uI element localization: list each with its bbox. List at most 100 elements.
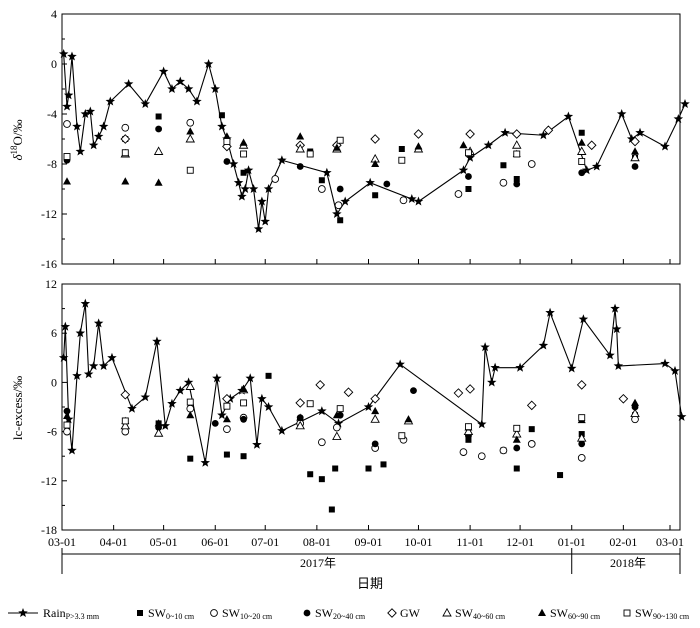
top-s3-point-9 [631, 163, 639, 170]
top-s0-point-3 [67, 51, 77, 61]
bottom-s5-point-1 [153, 428, 164, 437]
bottom-s4-point-10 [618, 393, 629, 404]
bottom-s5-point-10 [576, 433, 587, 442]
legend-label-0: RainP>3.3 mm [43, 606, 100, 621]
top-s0-point-15 [167, 84, 177, 94]
top-s0-point-35 [332, 209, 342, 219]
top-s0-point-27 [243, 165, 254, 175]
top-s2-point-9 [527, 160, 536, 168]
top-s0-point-39 [413, 196, 424, 206]
top-s6-point-4 [222, 132, 231, 140]
top-s7-point-8 [464, 149, 472, 157]
top-s0-point-0 [58, 49, 69, 59]
bottom-s5-point-0 [120, 420, 131, 430]
bottom-s0-point-17 [175, 385, 186, 395]
top-s6-point-3 [186, 127, 195, 135]
top-s0-point-23 [228, 159, 239, 169]
legend-label-5: SW40~60 cm [455, 606, 506, 621]
legend-label-7: SW90~130 cm [635, 606, 690, 621]
bottom-s7-point-9 [513, 424, 521, 432]
bottom-panel: 12 6 0 -6 -12 -18 lc-excess/‰ [10, 277, 687, 537]
top-s0-point-26 [240, 184, 250, 194]
top-s2-point-4 [318, 185, 326, 193]
top-s6-point-2 [154, 178, 163, 186]
bottom-s1-point-7 [328, 506, 335, 513]
bottom-s2-point-13 [527, 440, 536, 448]
bottom-s0-point-8 [88, 361, 99, 371]
top-s7-point-6 [336, 136, 344, 144]
top-s0-point-43 [500, 127, 510, 137]
legend-label-1: SW0~10 cm [148, 606, 195, 621]
top-s1-point-11 [513, 176, 520, 182]
top-s6-point-10 [459, 141, 468, 149]
bottom-y-tick-label-2: 0 [51, 375, 57, 389]
legend-label-sub-3: 20~40 cm [333, 612, 366, 621]
bottom-s6-point-5 [239, 384, 248, 392]
bottom-s5-point-5 [332, 431, 342, 440]
top-x-ticks [61, 259, 671, 264]
x-tick-label-7: 10-01 [404, 535, 432, 549]
bottom-s0-point-42 [605, 350, 615, 360]
bottom-s0-point-38 [538, 340, 549, 350]
top-s6-point-7 [332, 143, 341, 151]
bottom-s7-point-10 [578, 414, 586, 422]
bottom-s0-point-11 [107, 352, 117, 362]
legend-marker-2 [210, 609, 218, 617]
top-y-tick-label-5: -16 [41, 257, 57, 271]
legend-label-sub-5: 40~60 cm [473, 612, 506, 621]
bottom-s0-point-14 [152, 336, 162, 346]
bottom-s1-point-5 [307, 471, 314, 478]
top-s0-point-6 [80, 109, 91, 119]
legend-marker-5 [442, 607, 452, 617]
bottom-s0-point-0 [58, 352, 69, 362]
bottom-s0-point-18 [183, 377, 194, 387]
bottom-s0-point-28 [277, 425, 287, 435]
top-s1-point-5 [318, 177, 325, 184]
bottom-s0-point-48 [676, 411, 687, 421]
top-s0-point-47 [591, 161, 602, 171]
legend-label-6: SW60~90 cm [550, 606, 601, 621]
top-s4-point-7 [511, 129, 522, 139]
bottom-s4-point-6 [453, 388, 464, 398]
top-s7-point-10 [578, 158, 586, 165]
x-tick-label-3: 06-01 [201, 535, 229, 549]
x-axis-title: 日期 [357, 576, 383, 591]
top-s1-point-9 [465, 186, 472, 192]
legend-label-3: SW20~40 cm [315, 606, 366, 621]
top-s4-point-10 [630, 136, 640, 147]
top-s3-point-8 [578, 169, 586, 177]
bottom-s6-point-13 [631, 398, 640, 406]
top-s0-point-10 [98, 121, 109, 131]
x-tick-labels: 03-01 04-01 05-01 06-01 07-01 08-01 09-01 10-01… [48, 535, 684, 549]
top-s4-point-9 [586, 140, 597, 151]
legend-marker-6 [538, 608, 546, 616]
bottom-s0-point-13 [140, 392, 151, 402]
year-label-2018: 2018年 [610, 556, 646, 570]
bottom-s2-point-7 [333, 423, 341, 432]
top-s7-point-5 [306, 150, 314, 158]
top-s3-point-7 [513, 180, 521, 188]
bottom-s1-point-4 [265, 372, 272, 379]
bottom-s1-point-10 [380, 461, 387, 468]
legend-label-sub-1: 0~10 cm [166, 612, 195, 621]
bottom-s2-point-6 [318, 438, 326, 447]
top-s0-point-14 [158, 66, 169, 76]
top-s3-point-1 [155, 125, 163, 133]
top-panel: 4 0 -4 -8 -12 -16 δ18O/‰ [9, 7, 690, 271]
top-s5-point-1 [153, 146, 164, 155]
top-s7-point-2 [186, 166, 194, 174]
top-y-tick-label-0: 4 [51, 7, 57, 21]
legend-label-sub-6: 60~90 cm [568, 612, 601, 621]
top-s7-point-1 [121, 149, 129, 157]
bottom-s2-point-11 [477, 452, 486, 461]
top-s0-point-46 [581, 165, 592, 175]
top-s6-point-13 [631, 147, 640, 155]
bottom-s0-point-27 [263, 402, 274, 412]
top-s0-point-32 [263, 184, 274, 194]
bottom-s0-point-45 [613, 361, 624, 371]
top-s0-point-33 [277, 155, 287, 165]
top-s7-point-9 [513, 150, 521, 158]
x-tick-label-6: 09-01 [355, 535, 383, 549]
bottom-s2-point-14 [577, 453, 586, 462]
top-s0-point-2 [63, 90, 74, 100]
